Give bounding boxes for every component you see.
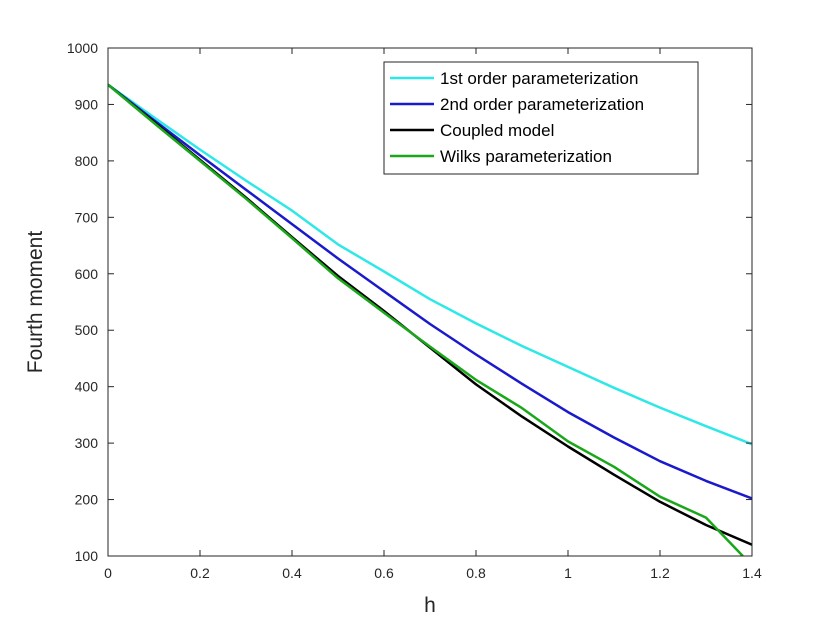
- y-tick-label: 500: [75, 322, 99, 338]
- legend-box: [383, 61, 699, 175]
- legend-label-2: 2nd order parameterization: [440, 95, 644, 114]
- x-tick-label: 0: [104, 565, 112, 581]
- legend: 1st order parameterization 2nd order para…: [383, 61, 699, 175]
- y-tick-label: 400: [75, 379, 99, 395]
- x-axis: 0 0.2 0.4 0.6 0.8 1 1.2 1.4: [104, 48, 762, 581]
- y-axis: 100 200 300 400 500 600 700 800 900 1000: [67, 40, 752, 564]
- y-axis-title: Fourth moment: [24, 231, 47, 374]
- y-tick-label: 200: [75, 492, 99, 508]
- series-line-1: [108, 83, 752, 446]
- legend-label-1: 1st order parameterization: [440, 69, 638, 88]
- y-tick-label: 600: [75, 266, 99, 282]
- y-tick-label: 900: [75, 96, 99, 112]
- x-tick-label: 0.4: [282, 565, 302, 581]
- y-tick-label: 300: [75, 435, 99, 451]
- x-tick-label: 1.2: [650, 565, 670, 581]
- x-axis-title: h: [424, 594, 436, 617]
- x-tick-label: 0.2: [190, 565, 210, 581]
- legend-label-3: Coupled model: [440, 121, 554, 140]
- x-tick-label: 1: [564, 565, 572, 581]
- y-tick-label: 700: [75, 209, 99, 225]
- y-tick-label: 1000: [67, 40, 98, 56]
- y-tick-label: 100: [75, 548, 99, 564]
- plot-area-frame: [107, 47, 753, 557]
- y-tick-label: 800: [75, 153, 99, 169]
- series-layer: [108, 83, 752, 556]
- series-line-4: [108, 83, 744, 556]
- series-line-2: [108, 83, 752, 500]
- x-tick-label: 0.8: [466, 565, 486, 581]
- x-tick-label: 1.4: [742, 565, 762, 581]
- legend-label-4: Wilks parameterization: [440, 147, 612, 166]
- x-tick-label: 0.6: [374, 565, 394, 581]
